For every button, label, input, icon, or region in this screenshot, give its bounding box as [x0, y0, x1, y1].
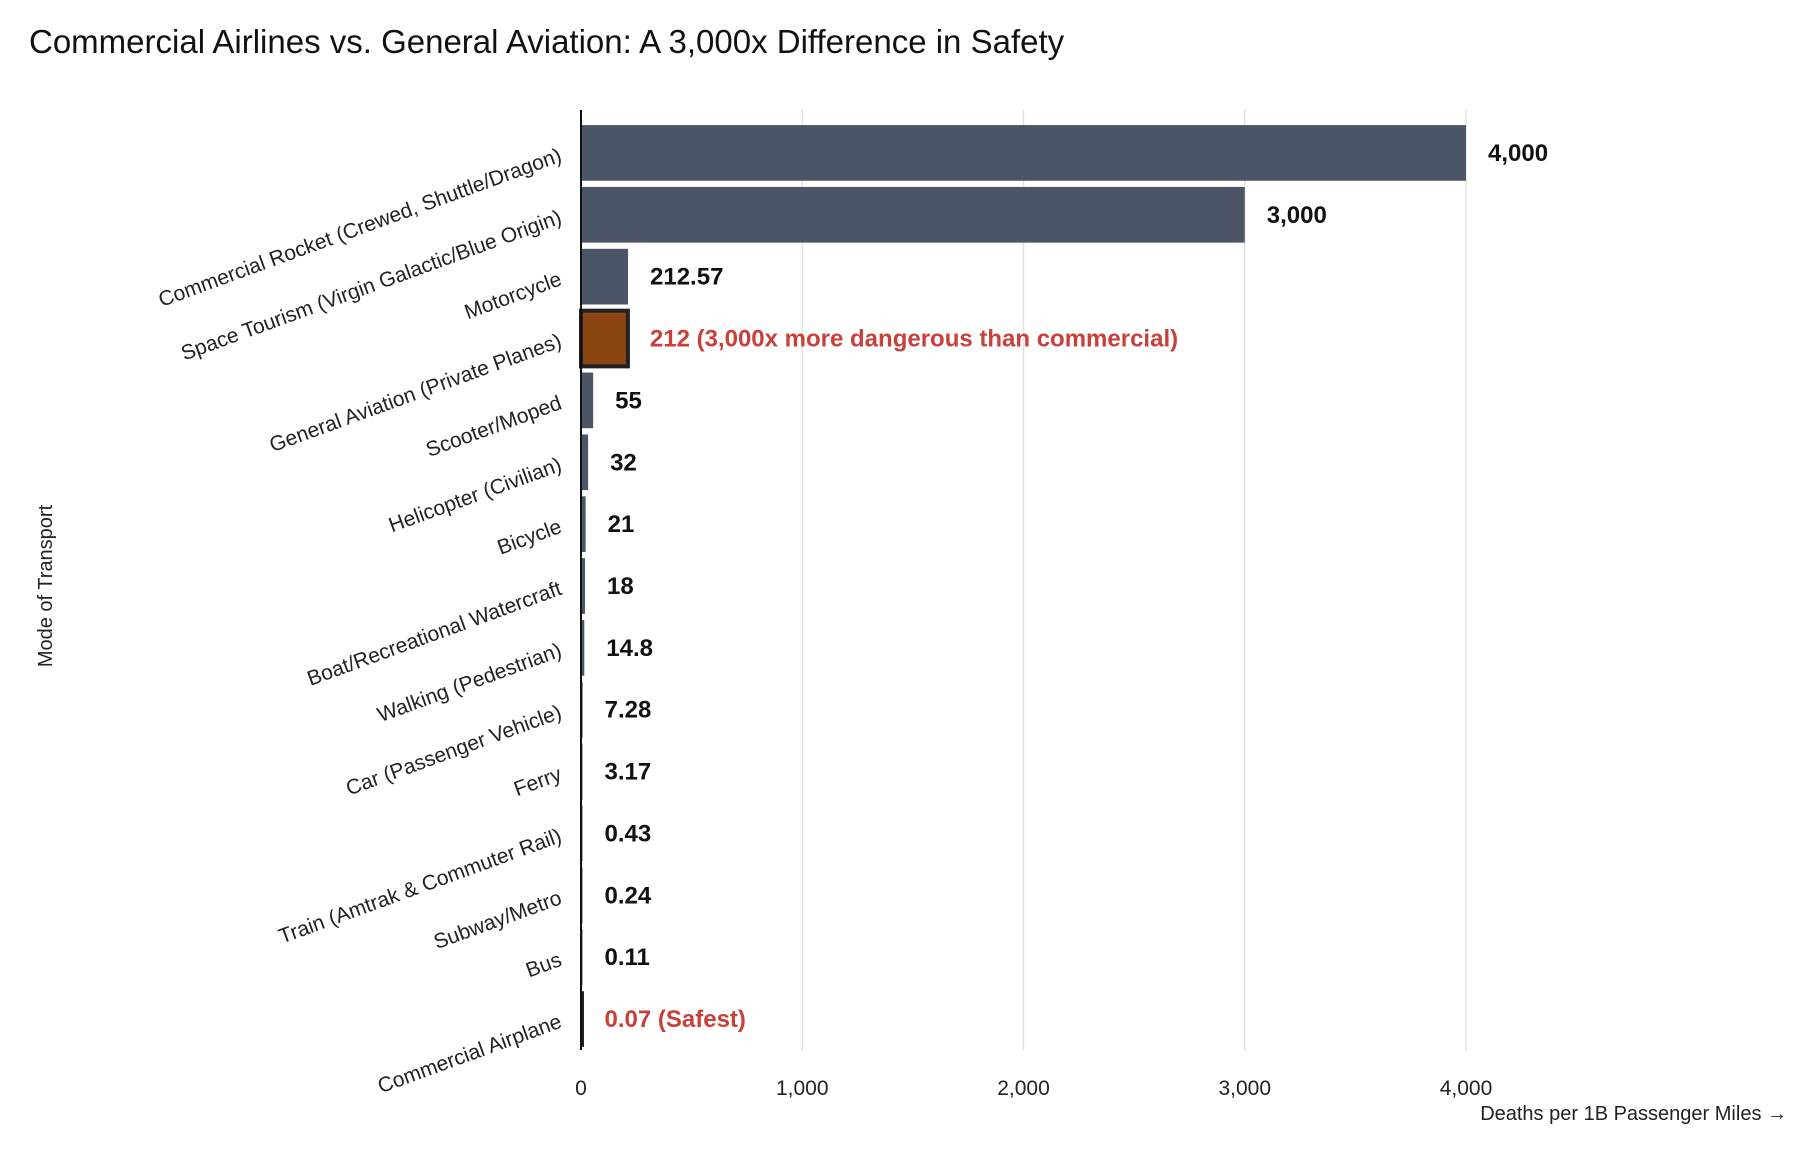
x-tick-label: 4,000	[1440, 1077, 1493, 1100]
x-tick-label: 3,000	[1218, 1077, 1271, 1100]
bar	[581, 991, 584, 1047]
y-axis-title: Mode of Transport	[35, 504, 57, 667]
bar-value-label: 55	[615, 387, 642, 414]
bar-value-label: 0.43	[605, 820, 652, 847]
category-label: Commercial Airplane	[375, 1010, 565, 1098]
bar-value-label: 7.28	[605, 697, 652, 724]
bar-value-label: 212.57	[650, 264, 723, 291]
bar	[581, 372, 594, 429]
category-label: Train (Amtrak & Commuter Rail)	[276, 825, 565, 949]
bar	[581, 125, 1466, 181]
category-label: General Aviation (Private Planes)	[267, 330, 565, 457]
bar	[581, 434, 589, 491]
gridlines	[801, 110, 1467, 1050]
bar-value-label: 18	[607, 573, 634, 600]
bar-value-label: 14.8	[606, 635, 653, 662]
bar	[581, 496, 586, 552]
x-tick-label: 0	[575, 1077, 587, 1100]
x-axis-ticks: 0 1,000 2,000 3,000 4,000	[575, 1077, 1492, 1100]
category-label: Ferry	[511, 763, 565, 802]
bar-value-label: 3.17	[605, 759, 652, 786]
value-labels: 4,000 3,000 212.57 212 (3,000x more dangero…	[605, 140, 1549, 1033]
x-tick-label: 1,000	[776, 1077, 829, 1100]
category-label: Scooter/Moped	[423, 391, 565, 461]
bar-value-label: 0.11	[605, 944, 650, 971]
bar	[581, 620, 585, 676]
category-labels: Commercial Rocket (Crewed, Shuttle/Drago…	[155, 144, 565, 1098]
bar-value-label: 32	[610, 449, 637, 476]
bar-value-label: 3,000	[1267, 202, 1327, 229]
bar-value-label: 212 (3,000x more dangerous than commerci…	[650, 326, 1178, 353]
bar-value-label: 0.07 (Safest)	[605, 1006, 746, 1033]
bar-value-label: 0.24	[605, 882, 652, 909]
bar	[579, 308, 630, 369]
bar-value-label: 4,000	[1488, 140, 1548, 167]
x-tick-label: 2,000	[997, 1077, 1050, 1100]
bars	[579, 125, 1466, 1047]
category-label: Bicycle	[494, 515, 564, 559]
bar	[581, 558, 585, 614]
category-label: Motorcycle	[461, 268, 564, 324]
bar	[581, 248, 629, 305]
bar	[581, 186, 1245, 243]
category-label: Bus	[523, 948, 565, 982]
chart-title: Commercial Airlines vs. General Aviation…	[29, 23, 1065, 60]
bar-value-label: 21	[608, 511, 635, 538]
category-label: Subway/Metro	[431, 886, 565, 954]
x-axis-title: Deaths per 1B Passenger Miles →	[1480, 1103, 1787, 1125]
